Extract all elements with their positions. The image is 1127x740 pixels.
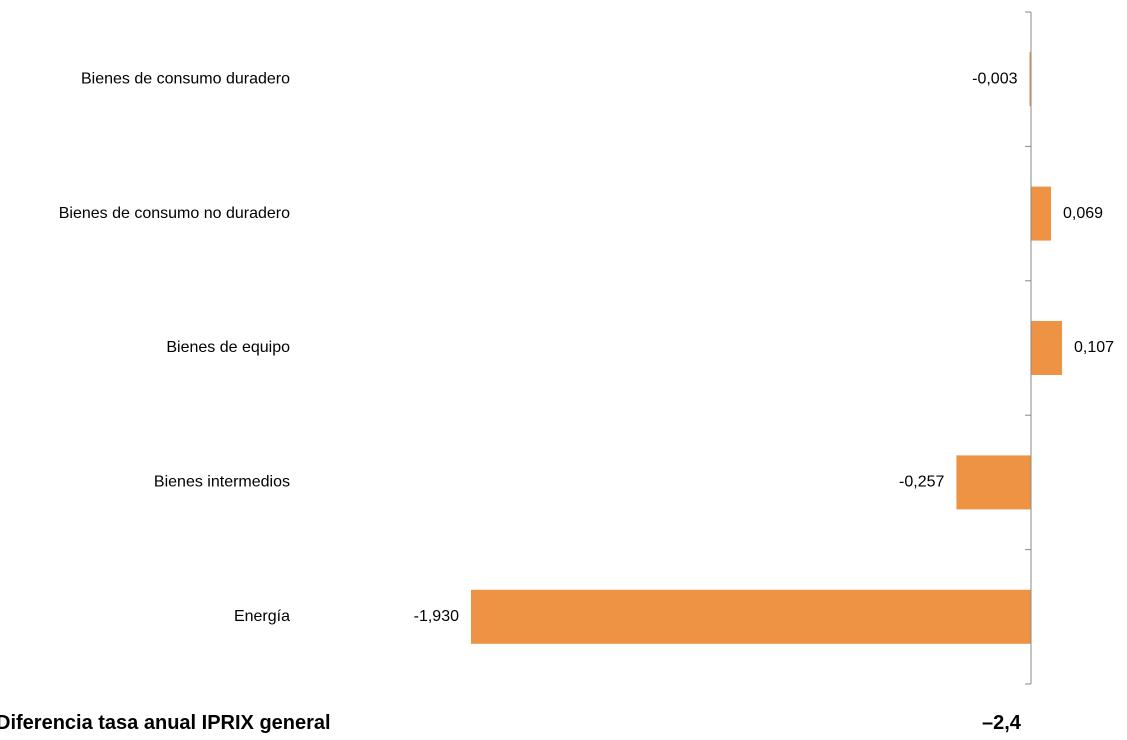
bar: [1029, 52, 1031, 107]
data-label: 0,107: [1074, 339, 1114, 356]
value-labels: -0,003 0,069 0,107 -0,257 -1,930: [414, 70, 1115, 625]
footer-label: Diferencia tasa anual IPRIX general: [0, 712, 331, 734]
bar-chart: Bienes de consumo duradero Bienes de cons…: [59, 11, 1115, 685]
data-label: -0,257: [899, 474, 944, 491]
axis-ticks: [1025, 11, 1031, 685]
footer-value: –2,4: [982, 712, 1021, 734]
bar: [1031, 321, 1063, 375]
bar: [956, 455, 1031, 510]
category-label: Bienes de consumo duradero: [81, 70, 290, 87]
bars: [471, 52, 1063, 644]
bar: [1031, 186, 1052, 241]
category-label: Bienes de consumo no duradero: [59, 205, 290, 222]
data-label: 0,069: [1063, 205, 1103, 222]
data-label: -0,003: [972, 70, 1017, 87]
data-label: -1,930: [414, 608, 459, 625]
bar: [471, 589, 1031, 644]
category-label: Energía: [234, 608, 290, 625]
category-label: Bienes intermedios: [154, 474, 290, 491]
category-labels: Bienes de consumo duradero Bienes de cons…: [59, 70, 290, 625]
category-label: Bienes de equipo: [166, 339, 290, 356]
